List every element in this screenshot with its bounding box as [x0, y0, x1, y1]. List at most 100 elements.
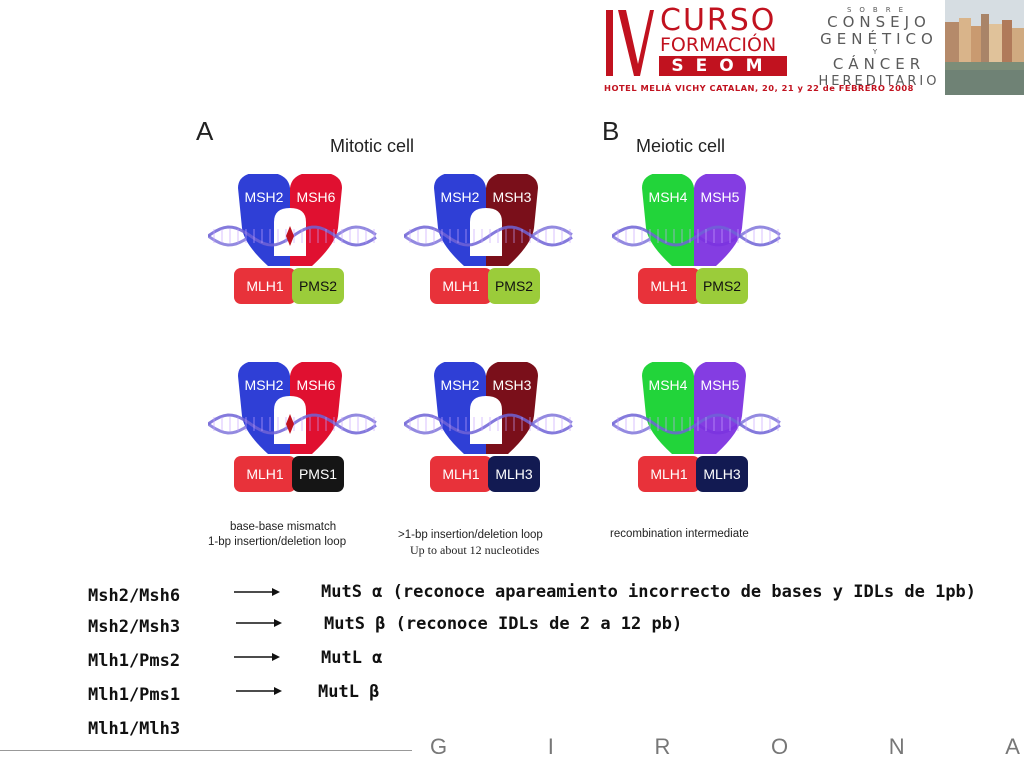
roman-numeral-iv-logo [606, 10, 654, 76]
protein-label-bottom-left: MLH1 [246, 466, 284, 482]
legend-left-mlh1-pms1: Mlh1/Pms1 [88, 685, 181, 705]
legend-arrow-4 [236, 687, 282, 695]
complex-msh4-msh5-mlh1-pms2: MSH4 MSH5 MLH1 PMS2 [612, 174, 781, 304]
protein-bottom-left-shape [638, 456, 700, 492]
protein-label-bottom-right: PMS2 [495, 278, 533, 294]
consejo-sobre: SOBRE [846, 6, 912, 14]
protein-label-top-right: MSH5 [701, 377, 740, 393]
protein-label-top-right: MSH3 [493, 189, 532, 205]
protein-bottom-right-shape [292, 268, 344, 304]
consejo-line-3: CÁNCER [832, 55, 926, 73]
protein-label-bottom-left: MLH1 [442, 278, 480, 294]
complex-msh2-msh3-mlh1-mlh3: MSH2 MSH3 MLH1 MLH3 [404, 362, 573, 492]
protein-bottom-left-shape [430, 456, 492, 492]
complex-group: MSH4 MSH5 MLH1 MLH3 [612, 362, 781, 492]
legend-arrow-2 [236, 619, 282, 627]
complex-msh2-msh3-mlh1-pms2: MSH2 MSH3 MLH1 PMS2 [404, 174, 573, 304]
complex-msh2-msh6-mlh1-pms2: MSH2 MSH6 MLH1 PMS2 [208, 174, 377, 304]
protein-label-bottom-left: MLH1 [246, 278, 284, 294]
caption-multi-bp-loop: >1-bp insertion/deletion loop [398, 529, 543, 541]
curso-title: CURSO [660, 3, 777, 38]
panel-b-letter: B [602, 116, 620, 146]
formacion-title: FORMACIÓN [660, 34, 777, 56]
protein-bottom-right-shape [488, 456, 540, 492]
consejo-line-2: GENÉTICO [820, 30, 938, 48]
protein-label-top-left: MSH4 [649, 189, 688, 205]
protein-label-bottom-right: MLH3 [703, 466, 741, 482]
protein-label-bottom-right: MLH3 [495, 466, 533, 482]
panel-a-letter: A [196, 116, 214, 146]
dna-strand-front [404, 225, 573, 247]
hotel-dates: HOTEL MELIÁ VICHY CATALAN, 20, 21 y 22 d… [604, 83, 914, 93]
protein-label-bottom-left: MLH1 [650, 466, 688, 482]
legend-right-mutl-beta: MutL β [318, 682, 380, 702]
complex-group: MSH2 MSH3 MLH1 PMS2 [404, 174, 573, 304]
protein-label-bottom-right: PMS2 [703, 278, 741, 294]
protein-label-bottom-right: PMS2 [299, 278, 337, 294]
consejo-y: Y [872, 48, 886, 56]
caption-up-to-12-nt: Up to about 12 nucleotides [410, 543, 540, 557]
protein-bottom-right-shape [696, 268, 748, 304]
consejo-block: SOBRE CONSEJO GENÉTICO Y CÁNCER HEREDITA… [815, 6, 943, 90]
protein-label-top-right: MSH3 [493, 377, 532, 393]
legend-arrow-1 [234, 588, 280, 596]
caption-base-mismatch: base-base mismatch [230, 521, 337, 533]
consejo-line-1: CONSEJO [827, 13, 931, 31]
mismatch-marker [286, 226, 294, 246]
caption-1bp-loop: 1-bp insertion/deletion loop [208, 536, 347, 548]
dna-strand-front [612, 413, 781, 435]
complex-group: MSH2 MSH3 MLH1 MLH3 [404, 362, 573, 492]
legend-left-msh2-msh6: Msh2/Msh6 [88, 586, 181, 606]
legend-right-muts-beta: MutS β (reconoce IDLs de 2 a 12 pb) [324, 614, 683, 634]
complex-group: MSH2 MSH6 MLH1 PMS2 [208, 174, 377, 304]
legend-arrow-3 [234, 653, 280, 661]
protein-label-bottom-left: MLH1 [650, 278, 688, 294]
protein-label-top-left: MSH2 [441, 189, 480, 205]
protein-bottom-left-shape [234, 268, 296, 304]
legend-left-msh2-msh3: Msh2/Msh3 [88, 617, 181, 637]
footer-letter-n: N [888, 734, 905, 759]
protein-label-top-right: MSH6 [297, 189, 336, 205]
protein-bottom-left-shape [430, 268, 492, 304]
complex-group: MSH4 MSH5 MLH1 PMS2 [612, 174, 781, 304]
protein-top-right-shape [694, 362, 746, 454]
mismatch-marker [286, 414, 294, 434]
protein-label-top-right: MSH6 [297, 377, 336, 393]
protein-bottom-left-shape [638, 268, 700, 304]
legend-right-mutl-alpha: MutL α [321, 648, 383, 668]
protein-bottom-right-shape [696, 456, 748, 492]
protein-label-top-right: MSH5 [701, 189, 740, 205]
footer-letter-r: R [654, 734, 671, 759]
caption-recombination: recombination intermediate [610, 528, 749, 540]
dna-strand-front [404, 413, 573, 435]
footer-rule [0, 750, 412, 751]
legend-right-muts-alpha: MutS α (reconoce apareamiento incorrecto… [321, 582, 977, 602]
complex-group: MSH2 MSH6 MLH1 PMS1 [208, 362, 377, 492]
dna-strand-front [612, 225, 781, 247]
footer-letter-i: I [547, 734, 554, 759]
complex-msh4-msh5-mlh1-mlh3: MSH4 MSH5 MLH1 MLH3 [612, 362, 781, 492]
protein-bottom-right-shape [292, 456, 344, 492]
consejo-line-4: HEREDITARIO [818, 74, 940, 89]
footer-girona: G I R O N A [430, 734, 1020, 760]
protein-label-bottom-left: MLH1 [442, 466, 480, 482]
protein-label-top-left: MSH2 [245, 377, 284, 393]
seom-logo: SEOM [659, 56, 787, 76]
complex-msh2-msh6-mlh1-pms1: MSH2 MSH6 MLH1 PMS1 [208, 362, 377, 492]
protein-bottom-left-shape [234, 456, 296, 492]
protein-label-top-left: MSH4 [649, 377, 688, 393]
protein-label-top-left: MSH2 [245, 189, 284, 205]
protein-label-bottom-right: PMS1 [299, 466, 337, 482]
protein-top-right-shape [694, 174, 746, 266]
panel-a-title: Mitotic cell [330, 136, 415, 156]
protein-bottom-right-shape [488, 268, 540, 304]
footer-letter-g: G [430, 734, 448, 759]
protein-label-top-left: MSH2 [441, 377, 480, 393]
legend-left-mlh1-mlh3: Mlh1/Mlh3 [88, 719, 181, 739]
footer-letter-o: O [771, 734, 789, 759]
girona-city-photo [945, 0, 1024, 95]
protein-top-left-shape [642, 174, 694, 266]
footer-letter-a: A [1005, 734, 1020, 759]
protein-top-left-shape [642, 362, 694, 454]
legend-left-mlh1-pms2: Mlh1/Pms2 [88, 651, 181, 671]
